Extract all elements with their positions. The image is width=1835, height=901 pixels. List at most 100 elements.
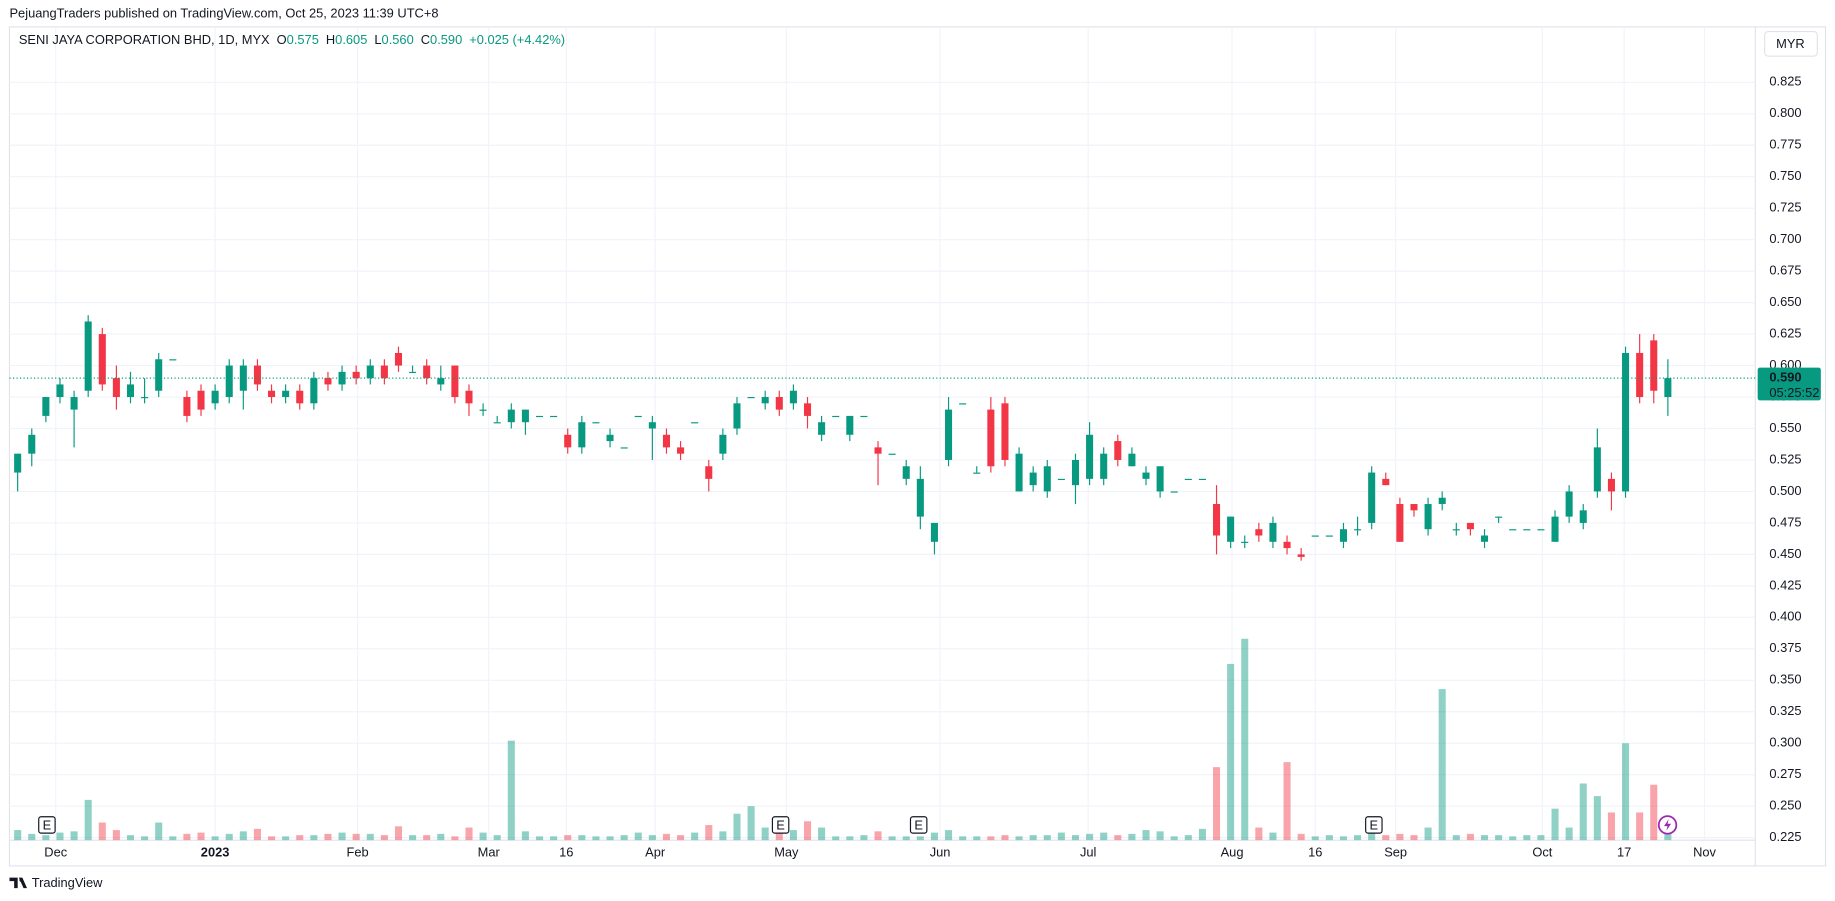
volume-bar — [324, 833, 332, 841]
candle-body — [1283, 541, 1291, 549]
volume-bar — [169, 836, 177, 841]
earnings-marker[interactable]: E — [43, 818, 52, 833]
earnings-box[interactable] — [909, 816, 928, 834]
volume-bar — [56, 832, 64, 841]
candle-body — [1128, 453, 1136, 467]
volume-bar — [930, 832, 938, 841]
c-value: 0.590 — [430, 32, 462, 47]
candle-body — [1664, 378, 1672, 398]
volume-bar — [1607, 812, 1615, 841]
candle-body — [141, 397, 149, 399]
volume-bar — [1565, 827, 1573, 841]
candle-body — [846, 415, 854, 435]
volume-bar — [789, 830, 797, 841]
candle-body — [1509, 529, 1517, 531]
y-tick-label: 0.525 — [1769, 451, 1801, 466]
volume-bar — [84, 799, 92, 841]
volume-bar — [493, 835, 501, 841]
candle-body — [634, 415, 642, 418]
volume-bar — [1241, 638, 1249, 841]
volume-bar — [973, 836, 981, 841]
volume-bar — [634, 832, 642, 841]
volume-bar — [592, 836, 600, 841]
candle-body — [310, 378, 318, 404]
h-value: 0.605 — [335, 32, 367, 47]
candle-body — [1410, 504, 1418, 511]
candle-body — [1170, 491, 1178, 493]
volume-bar — [42, 835, 50, 841]
candle-body — [507, 409, 515, 423]
candle-body — [521, 409, 529, 423]
candle-body — [112, 378, 120, 398]
volume-bar — [860, 835, 868, 841]
y-tick-label: 0.375 — [1769, 640, 1801, 655]
volume — [14, 638, 1672, 841]
c-label: C — [421, 32, 430, 47]
volume-bar — [1269, 832, 1277, 841]
candle-body — [28, 434, 36, 454]
currency-button[interactable] — [1764, 31, 1818, 57]
axes: 0.225 0.250 0.275 0.300 0.325 0.350 0.375 0.400… — [44, 74, 1821, 859]
earnings-box[interactable] — [1365, 816, 1383, 834]
earnings-box[interactable] — [38, 816, 56, 834]
volume-bar — [888, 836, 896, 841]
candle-body — [211, 390, 219, 404]
volume-bar — [1213, 767, 1221, 841]
candle-body — [1480, 535, 1489, 542]
candle-body — [662, 434, 670, 448]
volume-bar — [183, 833, 191, 841]
footer-logo — [9, 877, 28, 889]
volume-bar — [1071, 835, 1080, 841]
volume-bar — [818, 827, 826, 841]
candle-body — [437, 378, 445, 385]
volume-bar — [451, 836, 459, 841]
y-tick-label: 0.800 — [1769, 105, 1801, 120]
y-tick-label: 0.325 — [1769, 703, 1801, 718]
candle-body — [818, 422, 826, 435]
symbol: SENI JAYA CORPORATION BHD, 1D, MYX — [19, 32, 270, 47]
volume-bar — [648, 835, 656, 841]
currency[interactable]: MYR — [1776, 36, 1805, 51]
x-tick-label: 17 — [1617, 844, 1631, 859]
volume-bar — [296, 835, 304, 841]
volume-bar — [1480, 835, 1489, 841]
candle-body — [973, 472, 981, 474]
volume-bar — [465, 827, 473, 841]
change: +0.025 (+4.42%) — [469, 32, 565, 47]
volume-bar — [1043, 835, 1051, 841]
volume-bar — [1311, 836, 1319, 841]
volume-bar — [268, 836, 276, 841]
candle-body — [916, 478, 924, 517]
earnings-box[interactable] — [771, 816, 790, 834]
volume-bar — [1114, 835, 1122, 841]
candle-body — [197, 390, 205, 410]
earnings-marker[interactable]: E — [1370, 818, 1379, 833]
volume-bar — [620, 835, 628, 841]
earnings-marker[interactable]: E — [914, 818, 923, 833]
volume-bar — [423, 835, 431, 841]
volume-bar — [394, 826, 403, 841]
candle-body — [1071, 459, 1080, 486]
volume-bar — [197, 832, 205, 841]
y-tick-label: 0.825 — [1769, 74, 1801, 89]
candle-body — [1001, 403, 1009, 460]
candle-body — [606, 434, 614, 442]
y-tick-label: 0.400 — [1769, 609, 1801, 624]
volume-bar — [1537, 835, 1545, 841]
volume-bar — [239, 831, 247, 841]
y-tick-label: 0.250 — [1769, 798, 1801, 813]
candle-body — [945, 409, 953, 460]
candle-body — [1184, 478, 1192, 481]
volume-bar — [98, 822, 106, 841]
volume-bar — [1283, 762, 1291, 841]
volume-bar — [1325, 835, 1333, 841]
candle-body — [1297, 554, 1305, 557]
y-tick-label: 0.650 — [1769, 294, 1801, 309]
x-tick-label: Jun — [930, 844, 951, 859]
candle-body — [874, 447, 882, 454]
frame — [8, 26, 1827, 867]
volume-bar — [705, 825, 713, 841]
earnings-marker[interactable]: E — [776, 818, 785, 833]
candle-body — [733, 403, 741, 429]
